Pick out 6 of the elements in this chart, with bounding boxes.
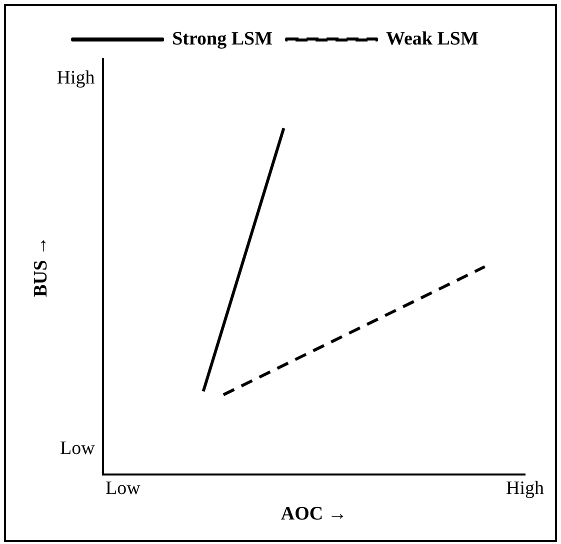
legend-label: Strong LSM <box>172 28 273 50</box>
y-axis-title: BUS → <box>30 236 52 298</box>
legend-label: Weak LSM <box>386 28 478 50</box>
text: High <box>56 67 96 88</box>
text: Low <box>60 438 96 459</box>
x-axis-title: AOC → <box>280 504 347 525</box>
